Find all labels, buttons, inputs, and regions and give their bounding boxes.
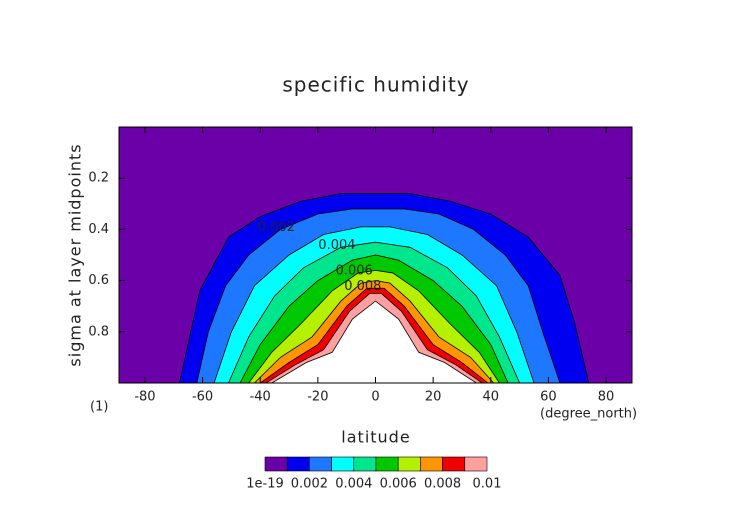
x-tick-label: -60 bbox=[192, 390, 213, 405]
x-tick-label: 20 bbox=[425, 390, 442, 405]
contour-label: 0.004 bbox=[318, 238, 355, 253]
colorbar-box bbox=[375, 456, 399, 472]
colorbar-label: 0.008 bbox=[424, 477, 461, 492]
x-units: (degree_north) bbox=[540, 407, 637, 422]
contour-line bbox=[239, 254, 509, 383]
x-tick-label: -40 bbox=[250, 390, 271, 405]
contour-line bbox=[213, 226, 535, 383]
contour-label: 0.002 bbox=[258, 220, 295, 235]
colorbar-label: 0.006 bbox=[380, 477, 417, 492]
y-axis-label: sigma at layer midpoints bbox=[66, 143, 85, 366]
colorbar-box bbox=[397, 456, 421, 472]
colorbar-box bbox=[331, 456, 355, 472]
colorbar-box bbox=[286, 456, 310, 472]
colorbar-label: 0.01 bbox=[473, 477, 502, 492]
y-tick-label: 0.6 bbox=[88, 273, 109, 288]
x-tick-label: 60 bbox=[540, 390, 557, 405]
colorbar-box bbox=[264, 456, 288, 472]
y-tick-label: 0.8 bbox=[88, 324, 109, 339]
y-tick-label: 0.2 bbox=[88, 171, 109, 186]
colorbar-label: 0.004 bbox=[335, 477, 372, 492]
contour-band bbox=[271, 301, 477, 383]
colorbar-box bbox=[442, 456, 466, 472]
contour-line bbox=[265, 293, 483, 383]
chart-title: specific humidity bbox=[282, 73, 469, 97]
y-units: (1) bbox=[90, 400, 108, 415]
x-tick-label: 40 bbox=[483, 390, 500, 405]
colorbar-box bbox=[464, 456, 488, 472]
colorbar-box bbox=[353, 456, 377, 472]
contour-line bbox=[271, 300, 477, 383]
contour-line bbox=[259, 287, 489, 383]
colorbar-label: 0.002 bbox=[291, 477, 328, 492]
colorbar-box bbox=[309, 456, 332, 472]
x-tick-label: -80 bbox=[134, 390, 155, 405]
x-tick-label: 80 bbox=[598, 390, 615, 405]
contour-line bbox=[179, 193, 590, 383]
contour-line bbox=[254, 280, 494, 383]
contour-line bbox=[196, 208, 561, 383]
x-axis-label: latitude bbox=[341, 428, 410, 447]
x-tick-label: 0 bbox=[371, 390, 379, 405]
x-tick-label: -20 bbox=[307, 390, 328, 405]
colorbar-label: 1e-19 bbox=[246, 477, 284, 492]
contour-label: 0.008 bbox=[344, 279, 381, 294]
contour-label: 0.006 bbox=[336, 263, 373, 278]
contour-line bbox=[228, 241, 520, 383]
colorbar-box bbox=[420, 456, 443, 472]
y-tick-label: 0.4 bbox=[88, 222, 109, 237]
contour-line bbox=[248, 269, 500, 383]
